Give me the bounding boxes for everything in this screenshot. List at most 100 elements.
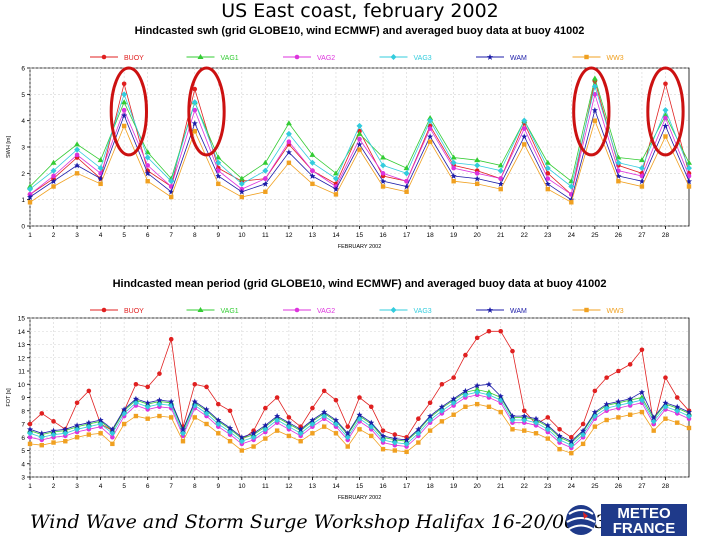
data-point-wam	[285, 149, 292, 156]
x-tick-label: 20	[474, 483, 482, 490]
x-axis-label: FEBRUARY 2002	[338, 495, 382, 500]
data-point-vag3	[262, 426, 269, 433]
data-point-buoy	[192, 381, 198, 387]
highlight-ellipse	[187, 66, 226, 157]
swh-chart: Hindcasted swh (grid GLOBE10, wind ECMWF…	[6, 25, 692, 250]
data-point-ww3	[427, 428, 433, 433]
data-point-vag3	[544, 426, 551, 433]
data-point-wam	[132, 395, 139, 402]
data-point-wam	[215, 417, 222, 424]
data-point-buoy	[663, 81, 668, 87]
y-tick-label: 5	[21, 92, 25, 99]
legend-label: VAG2	[317, 308, 335, 315]
data-point-wam	[650, 414, 657, 421]
period-chart: Hindcasted mean period (grid GLOBE10, wi…	[6, 278, 692, 500]
x-tick-label: 10	[238, 483, 246, 490]
data-point-vag2	[427, 126, 433, 131]
data-point-ww3	[474, 401, 480, 407]
legend-label: VAG3	[414, 308, 432, 315]
x-tick-label: 13	[309, 483, 317, 490]
data-point-vag2	[51, 173, 56, 179]
data-point-wam	[191, 398, 198, 405]
y-axis-label: SWH [m]	[6, 136, 12, 158]
x-tick-label: 27	[638, 483, 646, 490]
data-point-ww3	[498, 409, 503, 415]
data-point-buoy	[498, 328, 504, 334]
data-point-wam	[250, 430, 257, 437]
legend-marker	[101, 307, 107, 313]
data-point-vag1	[309, 151, 316, 157]
data-point-wam	[321, 409, 328, 416]
data-point-vag3	[638, 165, 645, 172]
y-tick-label: 4	[21, 461, 25, 468]
data-point-vag2	[404, 178, 409, 184]
data-point-ww3	[486, 404, 492, 409]
legend-label: WW3	[607, 55, 624, 62]
data-point-vag2	[27, 434, 33, 440]
data-point-vag3	[638, 397, 645, 404]
data-point-wam	[238, 188, 245, 195]
data-point-ww3	[86, 432, 92, 437]
legend-label: WW3	[607, 308, 624, 315]
x-tick-label: 9	[216, 232, 220, 239]
data-point-wam	[62, 426, 69, 433]
data-point-buoy	[604, 375, 609, 380]
y-tick-label: 2	[21, 171, 25, 178]
data-point-wam	[391, 435, 398, 442]
data-point-ww3	[239, 448, 245, 453]
data-point-ww3	[451, 179, 456, 184]
data-point-buoy	[392, 432, 398, 437]
data-point-vag1	[403, 165, 410, 171]
data-point-vag1	[74, 141, 81, 147]
data-point-vag3	[403, 170, 410, 177]
x-tick-label: 18	[426, 483, 434, 490]
data-point-vag3	[544, 165, 551, 172]
series-vag3	[27, 83, 692, 193]
data-point-wam	[544, 422, 551, 429]
series-ww3	[27, 118, 692, 205]
data-point-vag1	[591, 75, 598, 81]
x-tick-label: 12	[285, 483, 293, 490]
data-point-buoy	[380, 428, 386, 433]
legend-marker	[390, 54, 397, 60]
data-point-ww3	[498, 186, 503, 192]
data-point-vag3	[533, 419, 540, 426]
data-point-wam	[415, 426, 422, 433]
series-wam	[27, 381, 692, 445]
data-point-buoy	[486, 328, 492, 334]
data-point-vag3	[427, 117, 434, 124]
data-point-ww3	[651, 428, 656, 433]
data-point-ww3	[580, 441, 586, 447]
data-point-buoy	[592, 388, 598, 394]
data-point-wam	[297, 426, 304, 433]
legend-item-vag1: VAG1	[186, 307, 239, 315]
data-point-wam	[686, 409, 692, 416]
y-tick-label: 5	[21, 448, 25, 455]
y-tick-label: 1	[21, 197, 25, 204]
data-point-ww3	[27, 200, 33, 205]
data-point-vag3	[521, 117, 528, 124]
data-point-vag1	[97, 157, 104, 163]
data-point-vag2	[357, 136, 362, 142]
series-ww3	[27, 401, 692, 456]
data-point-vag3	[321, 413, 328, 420]
data-point-wam	[309, 417, 316, 424]
data-point-ww3	[216, 181, 221, 187]
x-tick-label: 19	[450, 232, 458, 239]
globe-icon	[566, 505, 596, 535]
data-point-ww3	[333, 431, 339, 436]
data-point-ww3	[663, 134, 668, 139]
legend-label: VAG2	[317, 55, 335, 62]
data-point-vag3	[97, 165, 104, 172]
data-point-ww3	[333, 192, 339, 197]
data-point-ww3	[157, 413, 162, 419]
data-point-buoy	[416, 416, 421, 421]
data-point-ww3	[545, 436, 550, 441]
data-point-wam	[274, 413, 281, 420]
data-point-ww3	[474, 181, 480, 187]
y-tick-label: 4	[21, 118, 25, 125]
data-point-vag2	[145, 163, 150, 168]
data-point-ww3	[169, 194, 174, 200]
data-point-vag3	[662, 107, 669, 114]
data-point-wam	[591, 107, 598, 114]
